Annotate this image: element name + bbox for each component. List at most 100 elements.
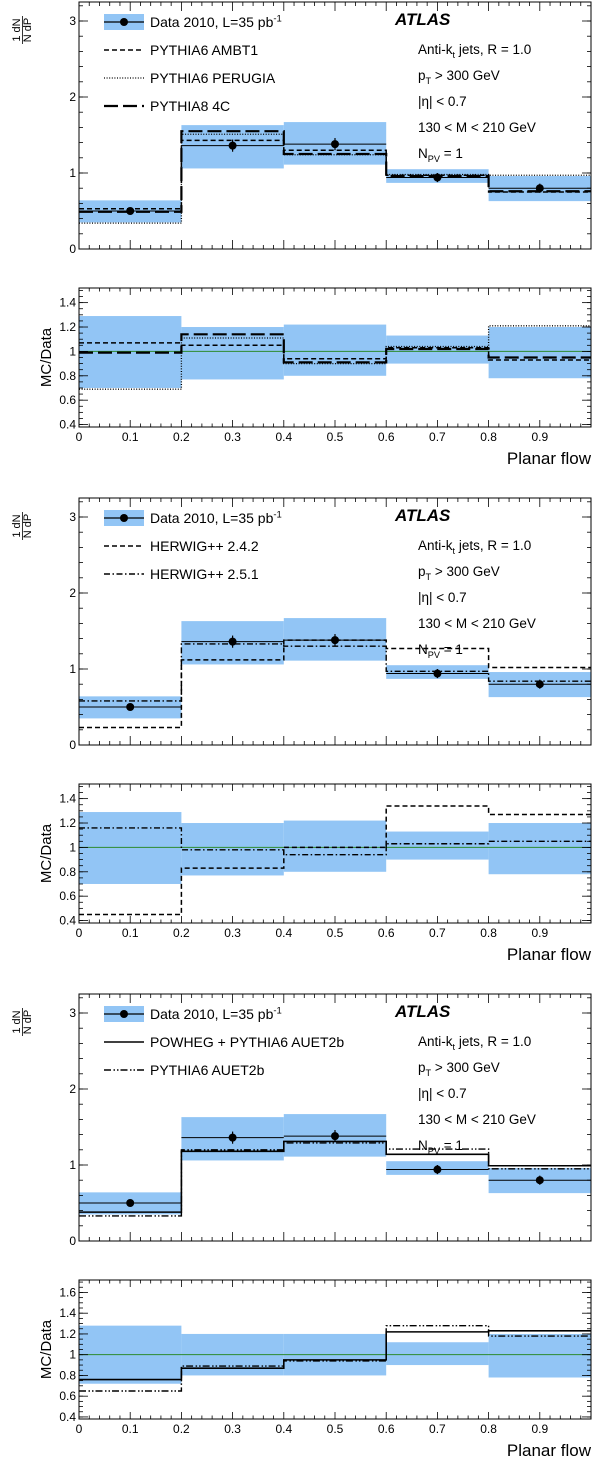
ratio-uncertainty-band (283, 324, 387, 376)
mc-series-2-ratio (79, 827, 591, 856)
top-y-axis-label: 1 dN N dP (11, 16, 34, 44)
top-axis-ytick-label: 0 (69, 242, 76, 256)
legend: Data 2010, L=35 pb-1 HERWIG++ 2.4.2 HERWIG… (104, 510, 282, 582)
ratio-uncertainty-band (386, 831, 489, 860)
x-tick-label: 0 (76, 1422, 83, 1436)
x-tick-label: 0.8 (480, 430, 497, 444)
x-tick-label: 0.2 (173, 1422, 190, 1436)
ratio-axis-ytick-label: 1 (69, 840, 76, 854)
x-tick-label: 0.2 (173, 430, 190, 444)
ratio-axis-ytick-label: 0.4 (59, 418, 76, 432)
info-line-2: pT > 300 GeV (418, 68, 500, 86)
ratio-y-axis-label: MC/Data (38, 327, 55, 387)
top-y-axis-label-denominator: N dP (22, 1010, 34, 1034)
legend-series-1-label: HERWIG++ 2.4.2 (150, 538, 259, 554)
ratio-plot: 0.4 0.6 0.8 1 1.2 1.4 0 0.1 0.2 0.3 0.4 0.5 0.6 0.7 0.… (38, 287, 592, 468)
info-line-5: NPV = 1 (418, 146, 463, 164)
ratio-uncertainty-band (79, 812, 182, 884)
ratio-axis-ytick-label: 1.2 (59, 816, 76, 830)
x-tick-label: 0.3 (224, 430, 241, 444)
data-point (228, 637, 237, 646)
x-tick-label: 0 (76, 430, 83, 444)
top-axis-ytick-label: 1 (69, 662, 76, 676)
x-tick-label: 0.4 (275, 430, 292, 444)
ratio-axis-ytick-label: 0.4 (59, 914, 76, 928)
info-line-4: 130 < M < 210 GeV (418, 120, 536, 135)
ratio-axis-ytick-label: 0.8 (59, 1368, 76, 1382)
x-tick-label: 0.1 (122, 430, 139, 444)
ratio-uncertainty-band (488, 823, 591, 875)
mc-series-2-histogram (79, 1142, 591, 1217)
top-axis-ytick-label: 3 (69, 14, 76, 28)
legend-data-label: Data 2010, L=35 pb-1 (150, 14, 282, 30)
legend: Data 2010, L=35 pb-1 POWHEG + PYTHIA6 AUE… (104, 1006, 344, 1078)
distribution-plot: 0 1 2 3 1 dN N dP Data 2010, L=35 pb-1 PYTHIA6 … (11, 1, 592, 256)
legend-series-1-label: POWHEG + PYTHIA6 AUET2b (150, 1034, 344, 1050)
x-tick-label: 0.1 (122, 926, 139, 940)
data-point (126, 207, 135, 215)
x-tick-label: 0.6 (378, 1422, 395, 1436)
ratio-plot: 0.4 0.6 0.8 1 1.2 1.4 1.6 0 0.1 0.2 0.3 0.4 0.5 0.6 0.… (38, 1279, 592, 1460)
x-tick-label: 0.7 (429, 926, 446, 940)
legend-data-marker (120, 1010, 128, 1018)
x-tick-label: 0.6 (378, 430, 395, 444)
mc-series-2-ratio (79, 325, 591, 390)
ratio-axis-ytick-label: 0.6 (59, 1389, 76, 1403)
ratio-uncertainty-band (488, 1333, 591, 1378)
data-point (535, 1176, 544, 1185)
legend-data-label: Data 2010, L=35 pb-1 (150, 510, 282, 526)
info-line-2: pT > 300 GeV (418, 1060, 500, 1078)
data-point (228, 1133, 237, 1142)
data-point (126, 1199, 135, 1207)
ratio-axis-ytick-label: 0.8 (59, 369, 76, 383)
top-axis-ytick-label: 3 (69, 510, 76, 524)
ratio-axis-ytick-label: 1.4 (59, 296, 76, 310)
top-axis-ytick-label: 3 (69, 1006, 76, 1020)
top-axis-ytick-label: 2 (69, 90, 76, 104)
info-line-1: Anti-kt jets, R = 1.0 (418, 42, 531, 60)
info-line-2: pT > 300 GeV (418, 564, 500, 582)
mc-series-2-ratio (79, 1324, 591, 1392)
ratio-axis-ytick-label: 1 (69, 344, 76, 358)
panel-3: 0 1 2 3 1 dN N dP Data 2010, L=35 pb-1 POWHEG +… (11, 993, 592, 1460)
ratio-axis-ytick-label: 1.2 (59, 320, 76, 334)
x-tick-label: 0.3 (224, 1422, 241, 1436)
top-y-axis-label: 1 dN N dP (11, 512, 34, 540)
data-point (433, 173, 442, 182)
legend-data-marker (120, 18, 128, 26)
legend-data-label: Data 2010, L=35 pb-1 (150, 1006, 282, 1022)
data-point (433, 1165, 442, 1174)
panel-2: 0 1 2 3 1 dN N dP Data 2010, L=35 pb-1 HERWIG++… (11, 497, 592, 964)
mc-series-3-histogram (79, 130, 591, 213)
mc-series-1-ratio (79, 805, 591, 916)
info-line-4: 130 < M < 210 GeV (418, 616, 536, 631)
info-line-1: Anti-kt jets, R = 1.0 (418, 1034, 531, 1052)
top-axis-ytick-label: 0 (69, 1234, 76, 1248)
x-tick-label: 0.6 (378, 926, 395, 940)
ratio-axis-ytick-label: 1.4 (59, 1306, 76, 1320)
ratio-uncertainty-band (181, 327, 284, 380)
x-tick-label: 0.7 (429, 1422, 446, 1436)
atlas-label: ATLAS (394, 10, 451, 29)
x-axis-label: Planar flow (507, 449, 592, 468)
distribution-plot: 0 1 2 3 1 dN N dP Data 2010, L=35 pb-1 HERWIG++… (11, 497, 592, 752)
data-point (228, 141, 237, 150)
ratio-axis-ytick-label: 1.2 (59, 1327, 76, 1341)
info-line-3: |η| < 0.7 (418, 590, 467, 605)
info-line-3: |η| < 0.7 (418, 1086, 467, 1101)
legend-series-2-label: PYTHIA6 PERUGIA (150, 70, 276, 86)
ratio-uncertainty-band (283, 820, 387, 872)
x-tick-label: 0.8 (480, 1422, 497, 1436)
data-point (331, 1132, 339, 1141)
info-line-5: NPV = 1 (418, 642, 463, 660)
data-point (535, 680, 544, 689)
data-point (433, 669, 442, 678)
distribution-plot: 0 1 2 3 1 dN N dP Data 2010, L=35 pb-1 POWHEG +… (11, 993, 592, 1248)
info-line-4: 130 < M < 210 GeV (418, 1112, 536, 1127)
ratio-y-axis-label: MC/Data (38, 1319, 55, 1379)
x-tick-label: 0.7 (429, 430, 446, 444)
top-axis-ytick-label: 1 (69, 1158, 76, 1172)
x-tick-label: 0.2 (173, 926, 190, 940)
top-axis-ytick-label: 0 (69, 738, 76, 752)
legend-data-marker (120, 514, 128, 522)
